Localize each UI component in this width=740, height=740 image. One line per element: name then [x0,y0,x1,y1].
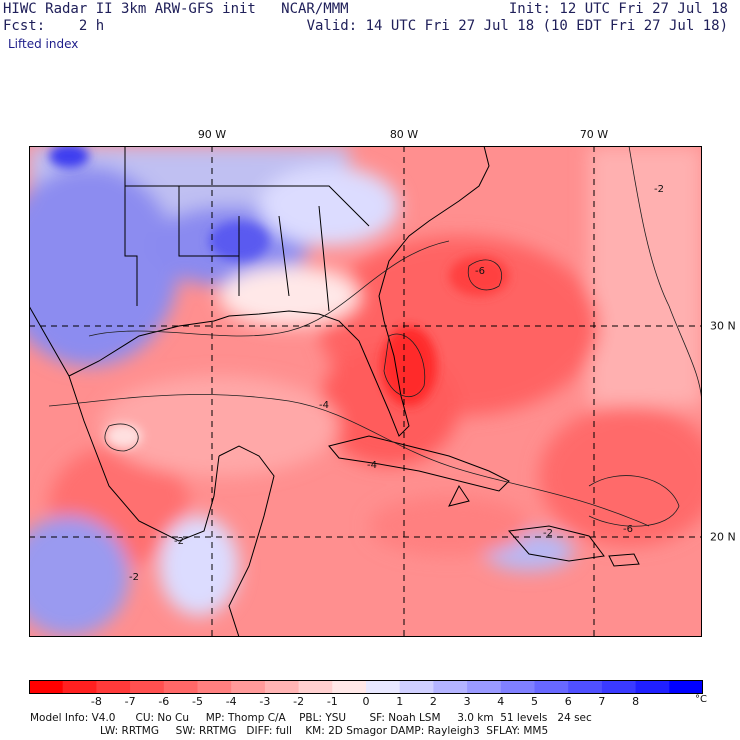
colorbar-tick-label: -3 [259,695,271,708]
colorbar-tick-label: -1 [326,695,338,708]
colorbar-tick-label: 1 [396,695,404,708]
hispaniola [508,525,605,562]
yucatan-coast [218,445,275,637]
contour-label: -2 [129,572,139,583]
colorbar-swatch [534,680,569,694]
colorbar-tick-label: 8 [632,695,640,708]
contour-line [88,240,450,337]
field-region-florida-max [381,326,437,406]
contour-line [588,475,680,527]
contour-label: -4 [319,400,329,411]
model-title: HIWC Radar II 3km ARW-GFS init NCAR/MMM [3,1,349,17]
longitude-label-70w: 70 W [579,128,609,141]
contour-line [628,146,702,407]
colorbar-tick-label: 3 [463,695,471,708]
contour-label: -2 [543,528,553,539]
jamaica [448,485,470,507]
colorbar-tick-label: 7 [598,695,606,708]
colorbar-swatch [298,680,333,694]
colorbar-swatch [231,680,266,694]
longitude-label-90w: 90 W [197,128,227,141]
cuba [328,435,510,492]
colorbar-swatch [568,680,603,694]
field-region-gulf-cell [106,424,142,448]
contour-line [48,394,650,527]
colorbar [29,680,703,694]
contour-line [383,333,426,397]
colorbar-unit: °C [695,694,707,705]
colorbar-tick-label: -6 [158,695,170,708]
field-region-east-atlantic [589,146,702,406]
lifted-index-map: -2 -4 -6 -2 -4 -6 -2 -2 [29,146,702,637]
colorbar-tick-label: 4 [497,695,505,708]
graticule [29,146,702,637]
colorbar-tick-label: -5 [192,695,203,708]
contour-label: -6 [623,524,633,535]
field-name: Lifted index [8,37,79,51]
contour-label: -4 [367,460,377,471]
valid-time: Valid: 14 UTC Fri 27 Jul 18 (10 EDT Fri … [306,18,728,34]
colorbar-tick-label: 0 [362,695,370,708]
contour-label: -6 [475,266,485,277]
colorbar-swatch [467,680,502,694]
colorbar-frame [29,680,703,694]
colorbar-tick-label: -7 [124,695,136,708]
model-info-line1: Model Info: V4.0 CU: No Cu MP: Thomp C/A… [30,712,592,724]
field-region-yucatan [159,516,239,616]
colorbar-tick-label: 6 [564,695,572,708]
colorbar-swatch [264,680,300,694]
colorbar-tick-label: -8 [90,695,102,708]
colorbar-swatch [197,680,232,694]
forecast-hour: Fcst: 2 h [3,18,105,34]
colorbar-swatch [130,680,165,694]
field-region-atlantic-max [449,256,509,296]
coastlines [29,146,640,637]
colorbar-swatch [601,680,637,694]
colorbar-swatch [366,680,401,694]
texas-border [124,146,138,306]
contour-label: -2 [654,184,664,195]
state-borders-south [238,205,330,312]
colorbar-tick-label: 2 [429,695,437,708]
field-region-caribbean [369,496,529,556]
field-region-north-min [49,146,89,168]
colorbar-swatch [62,680,97,694]
latitude-label-30n: 30 N [710,319,736,333]
field-region-mexico [29,516,129,636]
gulf-atlantic-coast [68,146,490,437]
colorbar-swatch [399,680,434,694]
colorbar-swatch [29,680,64,694]
gulf-coast-west [29,305,220,542]
colorbar-swatch [163,680,198,694]
contour-line [104,423,139,452]
contour-line [467,259,502,291]
map-frame [29,146,702,637]
colorbar-swatch [96,680,131,694]
colorbar-tick-label: -2 [293,695,305,708]
colorbar-swatch [332,680,367,694]
colorbar-tick-label: -4 [225,695,237,708]
colorbar-tick-label: 5 [531,695,538,708]
puerto-rico [608,553,640,567]
field-region-gulf [99,376,339,476]
colorbar-swatch [433,680,468,694]
colorbar-swatch [500,680,535,694]
field-region-texas [29,166,179,366]
colorbar-swatch [635,680,670,694]
longitude-label-80w: 80 W [389,128,419,141]
contours [48,146,702,527]
model-info-line2: LW: RRTMG SW: RRTMG DIFF: full KM: 2D Sm… [100,725,549,737]
init-time: Init: 12 UTC Fri 27 Jul 18 [508,1,728,17]
field-region-carolina [259,166,399,246]
colorbar-swatch [669,680,703,694]
contour-label: -2 [174,536,184,547]
state-border-north [125,185,370,227]
latitude-label-20n: 20 N [710,530,736,544]
